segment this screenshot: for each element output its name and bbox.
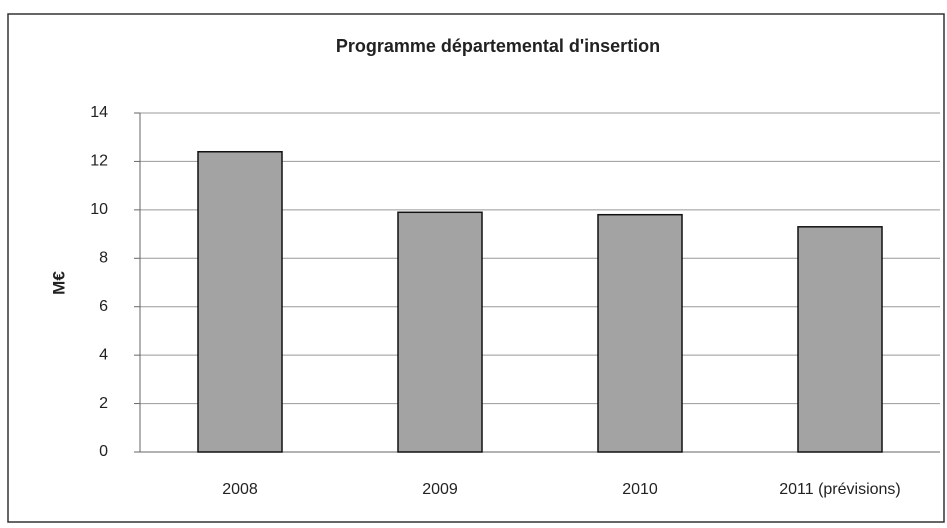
bar: [397, 211, 483, 453]
x-tick-label: 2010: [622, 481, 658, 498]
bar: [797, 226, 883, 453]
x-tick-label: 2008: [222, 481, 258, 498]
x-tick-label: 2009: [422, 481, 458, 498]
bar: [597, 213, 683, 453]
y-tick-label: 2: [99, 395, 108, 412]
y-tick-label: 8: [99, 250, 108, 267]
y-axis-label: M€: [49, 271, 68, 295]
x-tick-label: 2011 (prévisions): [779, 481, 901, 498]
y-tick-label: 10: [90, 201, 108, 218]
y-tick-label: 0: [99, 443, 108, 460]
y-tick-label: 12: [90, 153, 108, 170]
bar: [197, 150, 283, 453]
y-tick-label: 14: [90, 104, 108, 121]
y-tick-label: 6: [99, 298, 108, 315]
chart-title: Programme départemental d'insertion: [336, 36, 660, 56]
y-tick-label: 4: [99, 346, 108, 363]
